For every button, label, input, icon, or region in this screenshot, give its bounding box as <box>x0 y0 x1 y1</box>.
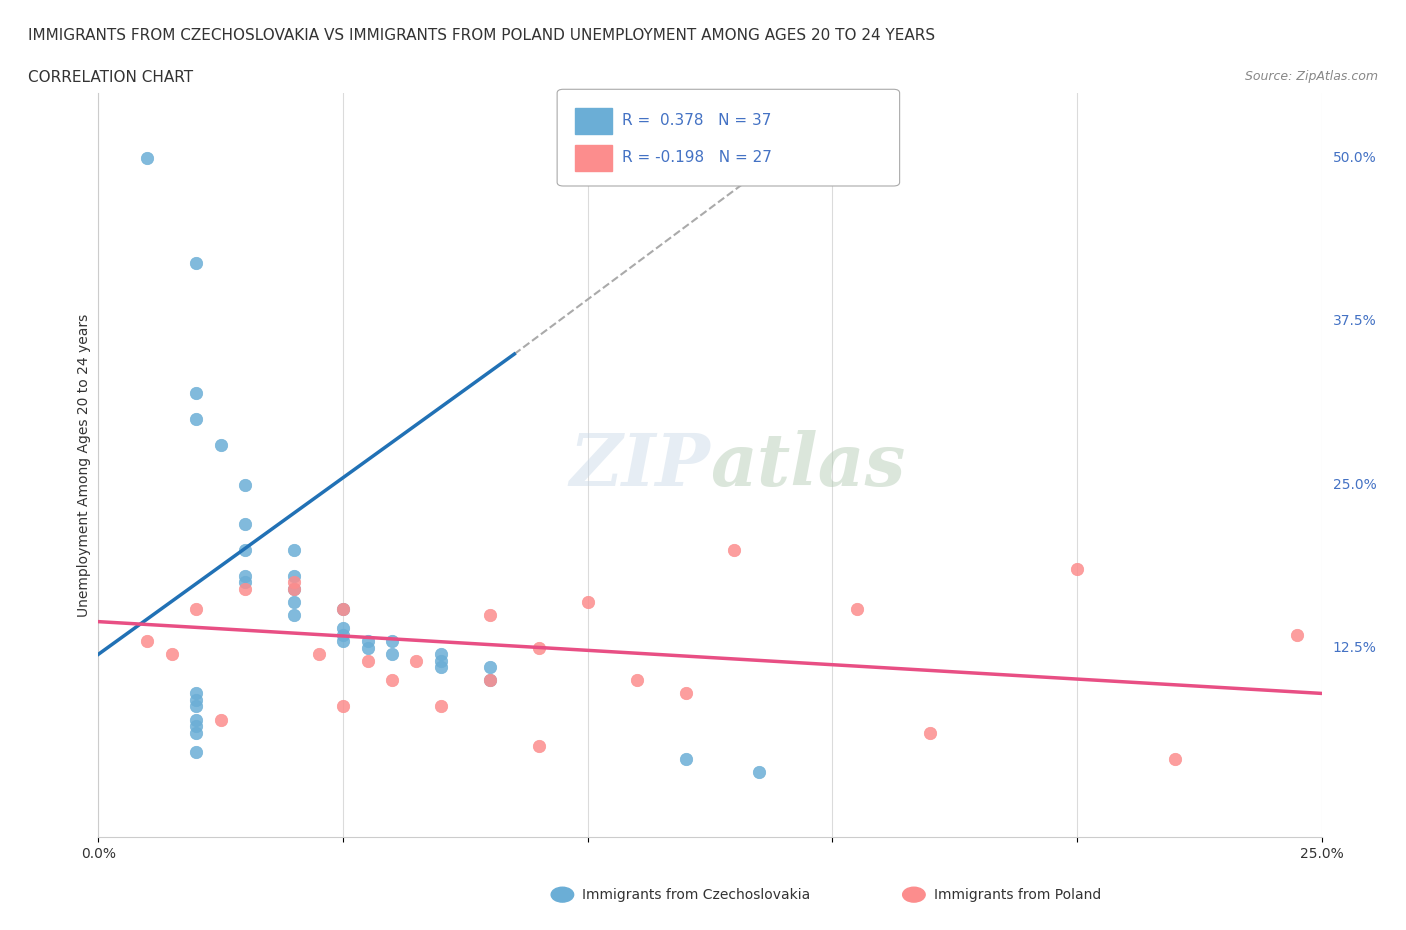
Point <box>626 673 648 688</box>
Point <box>186 745 208 760</box>
Point <box>186 712 208 727</box>
Text: 50.0%: 50.0% <box>1333 152 1376 166</box>
Text: Immigrants from Czechoslovakia: Immigrants from Czechoslovakia <box>582 887 810 902</box>
Bar <box>575 145 612 171</box>
Point <box>1164 751 1187 766</box>
Point <box>1286 627 1309 642</box>
Point <box>430 660 453 675</box>
Point <box>136 633 159 648</box>
Point <box>233 516 256 531</box>
Point <box>283 568 305 583</box>
Text: atlas: atlas <box>710 430 905 500</box>
Point <box>233 542 256 557</box>
Point <box>186 255 208 270</box>
Point <box>381 633 404 648</box>
Point <box>356 654 378 669</box>
Y-axis label: Unemployment Among Ages 20 to 24 years: Unemployment Among Ages 20 to 24 years <box>77 313 91 617</box>
Point <box>186 686 208 701</box>
Point <box>381 647 404 662</box>
Point <box>675 751 697 766</box>
Point <box>160 647 183 662</box>
Point <box>920 725 942 740</box>
Text: R =  0.378   N = 37: R = 0.378 N = 37 <box>621 113 772 128</box>
Point <box>209 438 232 453</box>
Point <box>186 601 208 616</box>
Point <box>845 601 868 616</box>
Point <box>186 412 208 427</box>
Point <box>675 686 697 701</box>
Point <box>478 673 501 688</box>
Point <box>233 575 256 590</box>
Point <box>332 699 354 714</box>
Text: 12.5%: 12.5% <box>1333 641 1376 655</box>
Point <box>186 386 208 401</box>
Point <box>283 575 305 590</box>
Point <box>430 647 453 662</box>
Point <box>136 151 159 166</box>
Point <box>233 581 256 596</box>
Point <box>186 699 208 714</box>
Point <box>283 607 305 622</box>
Text: R = -0.198   N = 27: R = -0.198 N = 27 <box>621 151 772 166</box>
Bar <box>575 108 612 134</box>
Point <box>381 673 404 688</box>
Point <box>430 699 453 714</box>
Point <box>332 601 354 616</box>
Text: Immigrants from Poland: Immigrants from Poland <box>934 887 1101 902</box>
Point <box>332 620 354 635</box>
Point <box>283 581 305 596</box>
Point <box>283 581 305 596</box>
Point <box>748 764 770 779</box>
Point <box>186 719 208 734</box>
Text: 37.5%: 37.5% <box>1333 314 1376 328</box>
Point <box>209 712 232 727</box>
Point <box>527 738 550 753</box>
FancyBboxPatch shape <box>557 89 900 186</box>
Text: 25.0%: 25.0% <box>1333 478 1376 492</box>
Point <box>405 654 427 669</box>
Point <box>332 627 354 642</box>
Point <box>478 673 501 688</box>
Point <box>430 654 453 669</box>
Point <box>186 725 208 740</box>
Point <box>332 633 354 648</box>
Point <box>527 640 550 655</box>
Point <box>478 660 501 675</box>
Text: IMMIGRANTS FROM CZECHOSLOVAKIA VS IMMIGRANTS FROM POLAND UNEMPLOYMENT AMONG AGES: IMMIGRANTS FROM CZECHOSLOVAKIA VS IMMIGR… <box>28 28 935 43</box>
Point <box>576 594 599 609</box>
Point <box>332 601 354 616</box>
Point <box>283 542 305 557</box>
Text: CORRELATION CHART: CORRELATION CHART <box>28 70 193 85</box>
Point <box>186 693 208 708</box>
Point <box>1066 562 1088 577</box>
Text: Source: ZipAtlas.com: Source: ZipAtlas.com <box>1244 70 1378 83</box>
Point <box>478 607 501 622</box>
Point <box>356 640 378 655</box>
Point <box>723 542 745 557</box>
Point <box>356 633 378 648</box>
Point <box>283 594 305 609</box>
Point <box>233 477 256 492</box>
Point <box>233 568 256 583</box>
Text: ZIP: ZIP <box>569 430 710 500</box>
Point <box>308 647 330 662</box>
